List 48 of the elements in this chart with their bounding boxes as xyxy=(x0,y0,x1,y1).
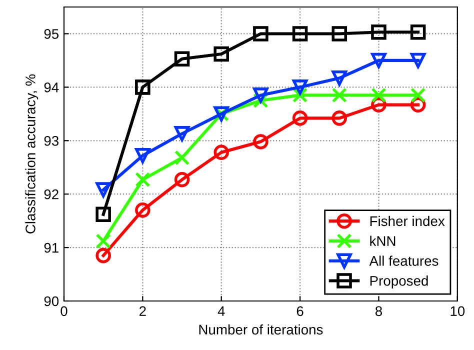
y-tick-label: 93 xyxy=(44,136,59,146)
point xyxy=(371,88,386,103)
point xyxy=(174,126,190,142)
point xyxy=(96,248,111,264)
point xyxy=(332,88,348,103)
point xyxy=(135,148,150,164)
y-tick-label: 90 xyxy=(44,296,59,306)
point xyxy=(174,172,190,188)
point xyxy=(253,26,268,42)
x-tick-label: 0 xyxy=(60,306,68,316)
point xyxy=(292,80,308,95)
legend-label: kNN xyxy=(370,236,396,246)
y-tick-label: 95 xyxy=(44,29,59,39)
point xyxy=(214,144,229,160)
point xyxy=(332,26,348,42)
point xyxy=(410,52,426,68)
point xyxy=(292,110,308,126)
point xyxy=(332,70,348,86)
legend-label: All features xyxy=(369,256,438,266)
x-tick-label: 10 xyxy=(450,306,465,316)
point xyxy=(292,26,308,42)
point xyxy=(174,150,190,166)
point xyxy=(253,88,268,103)
point xyxy=(332,110,348,126)
point xyxy=(174,51,190,66)
point xyxy=(371,52,386,68)
y-axis-title: Classification accuracy, % xyxy=(25,74,38,234)
legend-label: Proposed xyxy=(370,276,428,288)
x-tick-label: 6 xyxy=(296,306,304,316)
x-tick-label: 2 xyxy=(140,306,146,316)
point xyxy=(96,206,111,222)
point xyxy=(135,202,150,218)
y-tick-label: 91 xyxy=(44,242,58,253)
y-tick-label: 94 xyxy=(44,82,59,92)
point xyxy=(410,88,426,103)
point xyxy=(214,46,229,62)
y-tick-label: 92 xyxy=(44,189,58,200)
x-tick-label: 8 xyxy=(375,306,382,316)
point xyxy=(135,80,150,95)
point xyxy=(135,172,150,188)
point xyxy=(253,134,268,150)
point xyxy=(410,24,426,40)
legend-label: Fisher index xyxy=(370,216,445,226)
point xyxy=(96,182,111,198)
point xyxy=(371,24,386,40)
x-tick-label: 4 xyxy=(218,306,225,316)
point xyxy=(96,233,111,249)
x-axis-title: Number of iterations xyxy=(199,324,323,335)
